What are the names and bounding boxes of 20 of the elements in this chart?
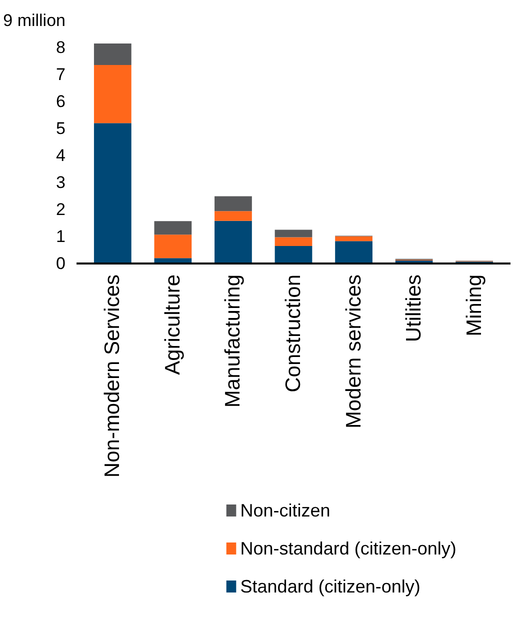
x-tick-label: Modern services (342, 274, 366, 429)
y-tick-label: 7 (56, 65, 66, 84)
y-tick-label: 6 (56, 92, 66, 111)
x-tick-label: Non-modern Services (101, 274, 124, 478)
y-tick-label: 5 (56, 119, 66, 138)
y-tick-label: 3 (56, 173, 66, 192)
x-tick-label: Utilities (402, 274, 426, 342)
x-tick-label: Manufacturing (222, 274, 245, 408)
x-tick-label: Construction (282, 274, 305, 392)
legend-label: Standard (citizen-only) (240, 576, 420, 596)
y-tick-label: 2 (56, 200, 66, 219)
legend-label: Non-citizen (240, 500, 330, 520)
legend-label: Non-standard (citizen-only) (240, 538, 456, 558)
y-tick-label: 0 (56, 254, 66, 273)
x-tick-label: Mining (462, 274, 486, 336)
x-tick-label: Agriculture (161, 274, 184, 375)
y-tick-label: 8 (56, 38, 66, 57)
y-tick-label: 4 (56, 146, 66, 165)
y-tick-label: 1 (56, 227, 66, 246)
y-tick-label: 9 million (3, 11, 66, 30)
